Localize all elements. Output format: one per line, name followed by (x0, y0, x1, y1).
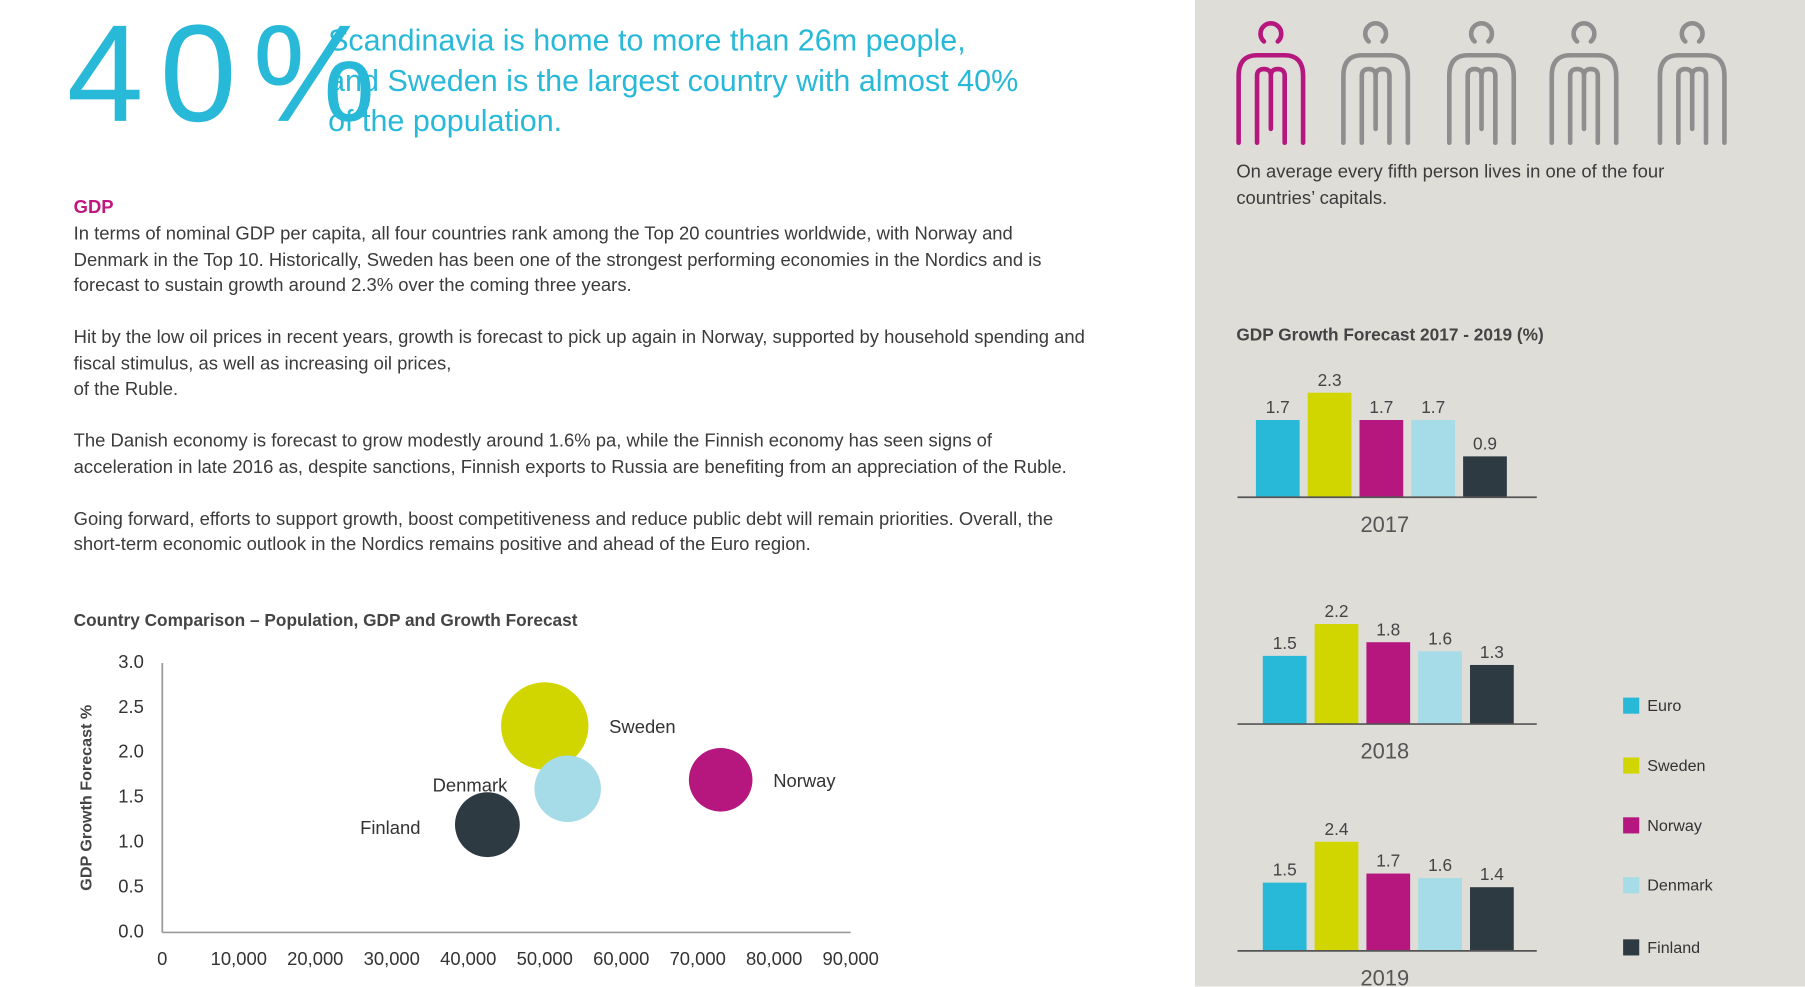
bubble (454, 792, 520, 858)
bar (1470, 664, 1514, 725)
legend-swatch (1623, 877, 1640, 894)
bar (1314, 624, 1359, 725)
legend-swatch (1623, 817, 1640, 834)
person-icon-highlight (1236, 21, 1306, 146)
legend-label: Denmark (1647, 877, 1713, 895)
x-tick-label: 50,000 (517, 948, 573, 969)
x-tick-label: 10,000 (211, 948, 267, 969)
bar-value-label: 2.4 (1324, 819, 1348, 839)
x-tick-label: 20,000 (287, 948, 343, 969)
bar-value-label: 2.2 (1324, 601, 1348, 621)
headline-text: Scandinavia is home to more than 26m peo… (328, 23, 1019, 139)
legend-swatch (1623, 939, 1640, 956)
bar-value-label: 1.5 (1273, 633, 1297, 653)
bar-value-label: 2.3 (1318, 370, 1342, 390)
y-tick-label: 1.5 (118, 786, 144, 807)
bar (1463, 456, 1507, 498)
bar (1411, 419, 1456, 498)
bubble-label: Denmark (433, 774, 508, 795)
legend-label: Finland (1647, 939, 1700, 957)
group-label: 2019 (1361, 965, 1410, 986)
bubble-label: Sweden (609, 716, 676, 737)
y-tick-label: 2.5 (118, 696, 144, 717)
person-icons (1236, 21, 1727, 146)
bar (1418, 651, 1462, 725)
paragraph: Hit by the low oil prices in recent year… (73, 328, 1085, 400)
y-tick-label: 0.5 (118, 875, 144, 896)
bar-value-label: 1.3 (1480, 642, 1504, 662)
person-icon (1657, 21, 1727, 146)
bar (1255, 419, 1300, 498)
chart-title: GDP Growth Forecast 2017 - 2019 (%) (1236, 325, 1543, 345)
bar-value-label: 1.7 (1266, 397, 1290, 417)
bar (1418, 878, 1462, 951)
paragraph: Going forward, efforts to support growth… (73, 509, 1054, 555)
x-tick-label: 40,000 (440, 948, 496, 969)
bubble (501, 682, 589, 770)
bar-value-label: 0.9 (1473, 433, 1497, 453)
bar (1262, 655, 1307, 725)
bar (1366, 642, 1411, 725)
person-icon (1341, 21, 1411, 146)
section-body: In terms of nominal GDP per capita, all … (74, 222, 1087, 585)
bar-value-label: 1.7 (1369, 397, 1393, 417)
person-icon (1549, 21, 1619, 146)
y-tick-label: 1.0 (118, 831, 144, 852)
bar-value-label: 1.5 (1273, 860, 1297, 880)
bar (1262, 882, 1307, 951)
bubble-label: Norway (773, 770, 836, 791)
x-tick-label: 30,000 (364, 948, 420, 969)
headline-figure: 40% (66, 0, 392, 151)
bar (1366, 873, 1411, 951)
bar-value-label: 1.6 (1428, 855, 1452, 875)
bar-value-label: 1.7 (1421, 397, 1445, 417)
x-tick-label: 70,000 (670, 948, 726, 969)
bar-value-label: 1.7 (1376, 851, 1400, 871)
y-tick-label: 3.0 (118, 651, 144, 672)
sidebar-note: On average every fifth person lives in o… (1236, 162, 1665, 208)
chart-title: Country Comparison – Population, GDP and… (74, 610, 578, 630)
group-label: 2017 (1361, 512, 1410, 537)
paragraph: The Danish economy is forecast to grow m… (73, 431, 1067, 478)
bar (1307, 392, 1352, 498)
x-tick-label: 90,000 (823, 948, 879, 969)
section-heading: GDP (73, 197, 114, 218)
y-tick-label: 2.0 (118, 741, 144, 762)
y-axis-label: GDP Growth Forecast % (78, 705, 96, 891)
legend-swatch (1623, 757, 1640, 774)
person-icon (1446, 21, 1517, 146)
bar (1359, 419, 1404, 498)
legend-label: Euro (1647, 697, 1681, 715)
bar-value-label: 1.4 (1480, 864, 1504, 884)
bar-value-label: 1.8 (1376, 619, 1400, 639)
paragraph: In terms of nominal GDP per capita, all … (73, 224, 1042, 296)
legend-label: Sweden (1647, 757, 1705, 775)
bubble (688, 747, 753, 812)
bubble (534, 755, 601, 823)
bar-value-label: 1.6 (1428, 628, 1452, 648)
group-label: 2018 (1361, 739, 1410, 764)
legend-swatch (1623, 697, 1640, 714)
bar (1314, 841, 1359, 951)
x-tick-label: 80,000 (746, 948, 802, 969)
legend-label: Norway (1647, 817, 1703, 835)
y-tick-label: 0.0 (118, 920, 144, 941)
x-tick-label: 60,000 (593, 948, 649, 969)
bar (1470, 887, 1514, 951)
x-tick-label: 0 (157, 948, 167, 969)
bubble-label: Finland (360, 817, 420, 838)
